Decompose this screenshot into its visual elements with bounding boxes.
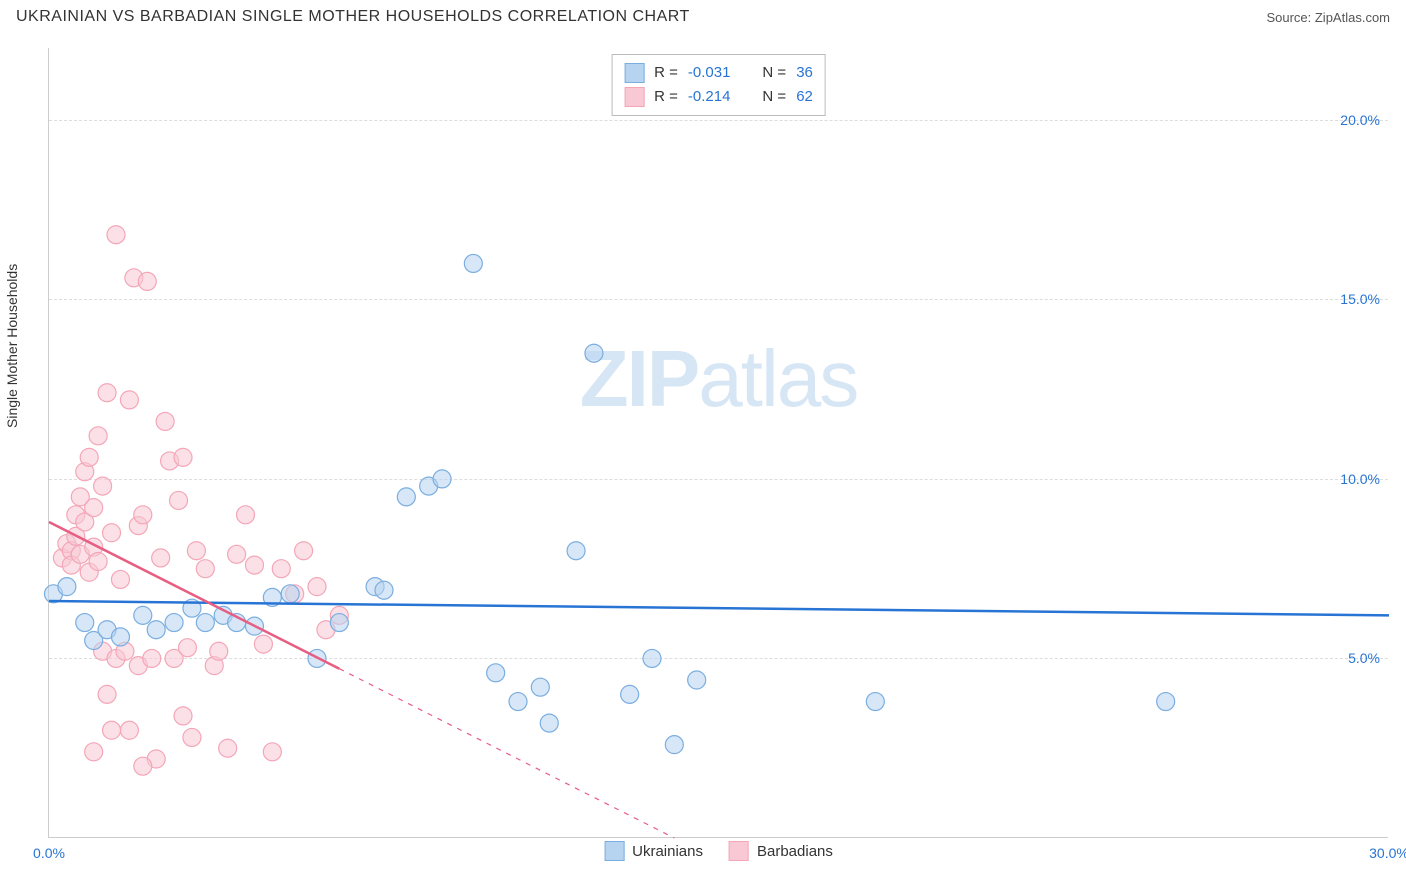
data-point	[567, 542, 585, 560]
data-point	[134, 606, 152, 624]
trend-line	[49, 601, 1389, 615]
data-point	[183, 728, 201, 746]
legend-item: Barbadians	[729, 841, 833, 861]
x-tick-label: 0.0%	[33, 845, 65, 861]
r-value: -0.031	[688, 61, 731, 85]
data-point	[308, 578, 326, 596]
r-label: R =	[654, 85, 678, 109]
data-point	[487, 664, 505, 682]
data-point	[509, 693, 527, 711]
data-point	[464, 254, 482, 272]
legend-label: Barbadians	[757, 843, 833, 860]
data-point	[103, 524, 121, 542]
chart-plot-area: ZIPatlas R =-0.031N =36R =-0.214N =62 Uk…	[48, 48, 1388, 838]
data-point	[263, 743, 281, 761]
data-point	[120, 391, 138, 409]
stats-row: R = -0.031 N = 36	[624, 61, 813, 85]
data-point	[196, 614, 214, 632]
data-point	[665, 736, 683, 754]
scatter-svg	[49, 48, 1388, 837]
data-point	[187, 542, 205, 560]
legend-item: Ukrainians	[604, 841, 703, 861]
data-point	[152, 549, 170, 567]
chart-source: Source: ZipAtlas.com	[1266, 10, 1390, 25]
y-tick-label: 15.0%	[1340, 291, 1380, 307]
data-point	[107, 226, 125, 244]
n-value: 36	[796, 61, 813, 85]
data-point	[178, 639, 196, 657]
legend: Ukrainians Barbadians	[604, 841, 833, 861]
data-point	[85, 499, 103, 517]
r-value: -0.214	[688, 85, 731, 109]
data-point	[111, 628, 129, 646]
data-point	[138, 272, 156, 290]
data-point	[219, 739, 237, 757]
data-point	[98, 384, 116, 402]
data-point	[228, 545, 246, 563]
data-point	[134, 506, 152, 524]
data-point	[397, 488, 415, 506]
n-label: N =	[762, 85, 786, 109]
data-point	[76, 614, 94, 632]
data-point	[295, 542, 313, 560]
data-point	[156, 412, 174, 430]
data-point	[174, 448, 192, 466]
data-point	[143, 649, 161, 667]
data-point	[688, 671, 706, 689]
data-point	[531, 678, 549, 696]
n-label: N =	[762, 61, 786, 85]
chart-title: UKRAINIAN VS BARBADIAN SINGLE MOTHER HOU…	[16, 8, 690, 26]
legend-label: Ukrainians	[632, 843, 703, 860]
data-point	[174, 707, 192, 725]
data-point	[254, 635, 272, 653]
data-point	[94, 477, 112, 495]
n-value: 62	[796, 85, 813, 109]
data-point	[643, 649, 661, 667]
data-point	[281, 585, 299, 603]
data-point	[134, 757, 152, 775]
data-point	[58, 578, 76, 596]
stats-swatch	[624, 63, 644, 83]
y-tick-label: 5.0%	[1348, 650, 1380, 666]
data-point	[272, 560, 290, 578]
data-point	[111, 570, 129, 588]
data-point	[147, 621, 165, 639]
stats-box: R = -0.031 N = 36 R = -0.214 N = 62	[611, 54, 826, 116]
data-point	[98, 685, 116, 703]
data-point	[165, 614, 183, 632]
y-tick-label: 20.0%	[1340, 112, 1380, 128]
data-point	[170, 491, 188, 509]
data-point	[330, 614, 348, 632]
y-tick-label: 10.0%	[1340, 471, 1380, 487]
y-axis-label: Single Mother Households	[4, 264, 20, 428]
data-point	[621, 685, 639, 703]
data-point	[89, 427, 107, 445]
data-point	[375, 581, 393, 599]
r-label: R =	[654, 61, 678, 85]
data-point	[540, 714, 558, 732]
data-point	[237, 506, 255, 524]
data-point	[120, 721, 138, 739]
legend-swatch	[729, 841, 749, 861]
data-point	[433, 470, 451, 488]
data-point	[103, 721, 121, 739]
legend-swatch	[604, 841, 624, 861]
data-point	[85, 743, 103, 761]
chart-header: UKRAINIAN VS BARBADIAN SINGLE MOTHER HOU…	[0, 0, 1406, 30]
data-point	[89, 553, 107, 571]
data-point	[585, 344, 603, 362]
data-point	[1157, 693, 1175, 711]
stats-swatch	[624, 87, 644, 107]
data-point	[196, 560, 214, 578]
x-tick-label: 30.0%	[1369, 845, 1406, 861]
data-point	[245, 556, 263, 574]
data-point	[210, 642, 228, 660]
data-point	[866, 693, 884, 711]
data-point	[80, 448, 98, 466]
stats-row: R = -0.214 N = 62	[624, 85, 813, 109]
